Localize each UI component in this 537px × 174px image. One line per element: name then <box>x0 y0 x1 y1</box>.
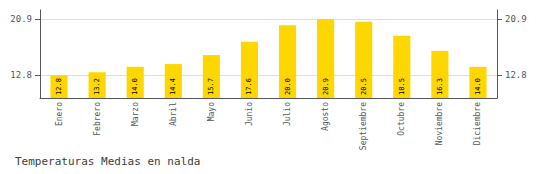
svg-text:14.0: 14.0 <box>131 78 139 95</box>
svg-text:12.8: 12.8 <box>10 70 32 80</box>
svg-text:Temperaturas Medias en nalda: Temperaturas Medias en nalda <box>15 155 200 168</box>
svg-text:20.5: 20.5 <box>360 78 368 95</box>
svg-text:14.4: 14.4 <box>169 78 177 95</box>
svg-text:12.8: 12.8 <box>55 78 63 95</box>
svg-text:15.7: 15.7 <box>207 78 215 95</box>
svg-text:Noviembre: Noviembre <box>435 102 444 146</box>
svg-text:17.6: 17.6 <box>245 78 253 95</box>
svg-text:20.9: 20.9 <box>505 14 527 24</box>
svg-text:Diciembre: Diciembre <box>473 102 482 146</box>
svg-text:20.9: 20.9 <box>10 14 32 24</box>
svg-text:16.3: 16.3 <box>436 78 444 95</box>
svg-text:20.9: 20.9 <box>322 78 330 95</box>
svg-text:Octubre: Octubre <box>397 102 406 136</box>
svg-text:12.8: 12.8 <box>505 70 527 80</box>
svg-text:Agosto: Agosto <box>321 102 330 131</box>
svg-text:Abril: Abril <box>169 102 178 126</box>
svg-text:18.5: 18.5 <box>398 78 406 95</box>
svg-text:14.0: 14.0 <box>474 78 482 95</box>
svg-text:Septiembre: Septiembre <box>359 102 368 150</box>
svg-text:Marzo: Marzo <box>131 102 140 126</box>
svg-text:20.0: 20.0 <box>284 78 292 95</box>
svg-text:Enero: Enero <box>55 102 64 126</box>
svg-text:Junio: Junio <box>245 102 254 126</box>
svg-text:Febrero: Febrero <box>93 102 102 136</box>
svg-text:Mayo: Mayo <box>207 102 216 121</box>
svg-text:Julio: Julio <box>283 102 292 126</box>
svg-text:13.2: 13.2 <box>93 78 101 95</box>
